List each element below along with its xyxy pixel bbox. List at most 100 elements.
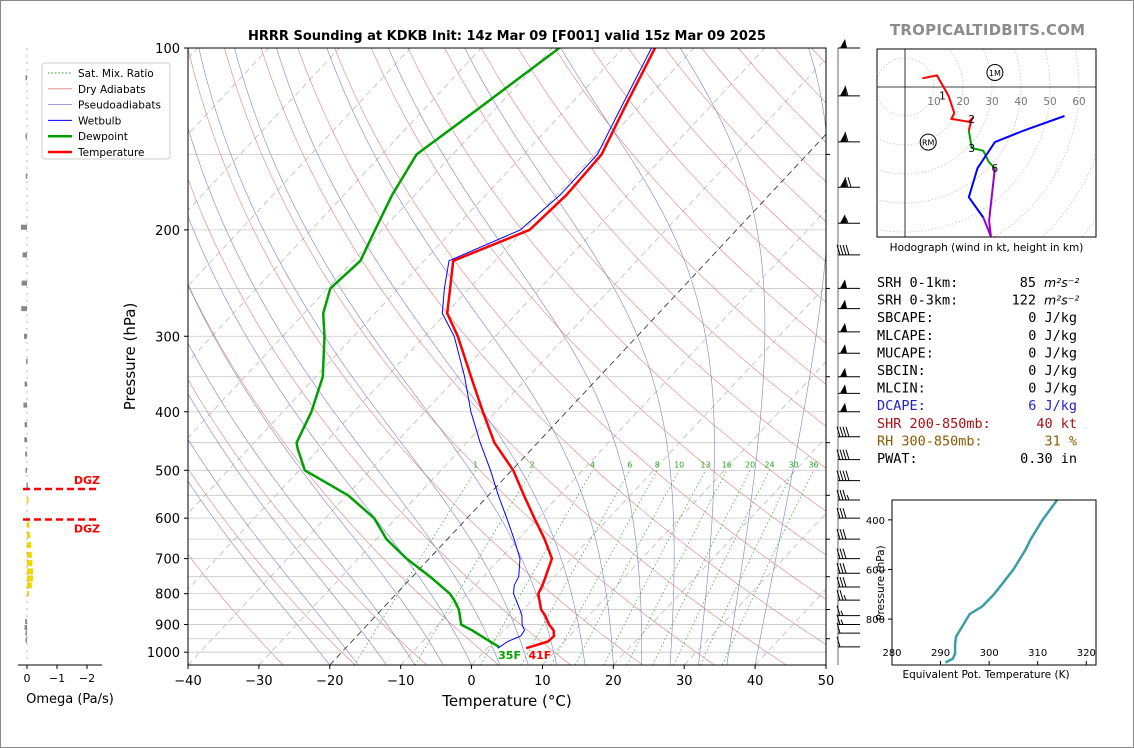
omega-bar [25, 467, 27, 473]
y-tick-label: 600 [155, 512, 180, 527]
barb-full [839, 426, 844, 437]
barb-full [842, 244, 847, 256]
mixing-ratio-label: 2 [529, 460, 534, 469]
hodo-trace [982, 168, 996, 237]
hodo-ring-label: 30 [985, 96, 998, 108]
x-tick-label: −30 [245, 674, 272, 689]
dry-adiabat-line [188, 553, 284, 665]
barb-full [845, 470, 850, 481]
hodo-height-label: 9 [997, 256, 1004, 268]
isotherm-line [683, 512, 826, 665]
omega-bar [25, 75, 27, 81]
mixing-ratio-label: 10 [674, 460, 684, 469]
omega-bar [25, 630, 27, 636]
wind-barb [836, 636, 860, 648]
legend-label: Sat. Mix. Ratio [78, 68, 154, 80]
x-tick-label: −20 [316, 674, 343, 689]
barb-full [836, 623, 841, 634]
omega-bar [27, 590, 29, 597]
hodo-height-label: 6 [992, 163, 999, 175]
mixing-ratio-line [414, 470, 533, 665]
barb-full [839, 589, 844, 601]
barb-full [842, 470, 847, 481]
stat-unit: m²s⁻² [1044, 275, 1079, 290]
dry-adiabat-line [370, 48, 826, 556]
pseudoadiabat-line [754, 48, 826, 665]
omega-bar [27, 532, 30, 539]
omega-bar [26, 483, 28, 489]
x-axis-label: Temperature (°C) [441, 692, 571, 710]
dry-adiabat-line [224, 48, 715, 665]
wind-barb [838, 384, 860, 394]
barb-full [836, 589, 841, 601]
wind-barb [836, 614, 860, 626]
barb-flag [840, 384, 847, 394]
dry-adiabat-line [444, 48, 826, 469]
barb-full [836, 244, 841, 256]
omega-bar [25, 451, 27, 457]
omega-bar [27, 582, 32, 589]
stat-value: 122 [1012, 293, 1036, 309]
theta-x-tick-label: 310 [1028, 648, 1047, 659]
mixing-ratio-label: 36 [808, 460, 818, 469]
isotherm-line [188, 48, 340, 211]
hodo-trace [967, 130, 996, 169]
y-tick-label: 900 [155, 619, 180, 634]
pseudoadiabat-line [464, 48, 675, 665]
y-tick-label: 1000 [147, 646, 180, 661]
isotherm-line [542, 361, 826, 665]
barb-full [839, 449, 844, 460]
dry-adiabat-line [774, 48, 826, 104]
y-tick-label: 200 [155, 224, 180, 239]
stat-label: DCAPE: [877, 398, 926, 414]
x-tick-label: 30 [676, 674, 693, 689]
omega-bar [22, 252, 27, 258]
wind-barb [836, 426, 860, 438]
dry-adiabat-line [517, 48, 826, 385]
mixing-ratio-label: 16 [722, 460, 732, 469]
barb-full [839, 508, 844, 519]
dry-adiabat-line [481, 48, 826, 427]
hodo-height-label: 3 [968, 143, 975, 155]
wind-barb [838, 214, 860, 224]
stat-value: 0 J/kg [1028, 328, 1077, 344]
theta-y-axis-label: Pressure (hPa) [875, 545, 887, 620]
mixing-ratio-label: 6 [627, 460, 632, 469]
theta-e-frame [891, 499, 1097, 666]
hodo-caption: Hodograph (wind in kt, height in km) [890, 242, 1084, 254]
wind-barbs [836, 39, 860, 665]
omega-tick-label: −1 [49, 672, 65, 685]
hodograph-panel: 10 20 30 40 50 60 1 2 3 6 9 1M RM Hodograph (wind in … [876, 48, 1097, 268]
stat-label: PWAT: [877, 451, 918, 467]
pseudoadiabat-line [188, 284, 444, 665]
barb-flag [840, 367, 847, 377]
hodo-frame [876, 48, 1097, 238]
isotherm-line [613, 436, 826, 665]
x-tick-label: −10 [387, 674, 414, 689]
pseudoadiabat-line [388, 48, 643, 665]
y-tick-label: 100 [155, 42, 180, 57]
hodo-rm-marker [919, 133, 937, 151]
hodo-ring-label: 20 [956, 96, 969, 108]
pseudoadiabat-line [188, 215, 472, 665]
theta-x-axis-label: Equivalent Pot. Temperature (K) [902, 669, 1069, 681]
omega-bar [24, 422, 27, 428]
barb-half [843, 594, 847, 601]
wind-barb [838, 39, 860, 49]
x-tick-label: 10 [534, 674, 551, 689]
barb-flag [840, 39, 847, 48]
wind-barb [836, 589, 860, 601]
skewt-panel: 1 2 4 6 8 10 13 16 20 24 30 36100200300400500600700… [41, 29, 860, 710]
surface-dewpoint-label: 35F [498, 649, 521, 662]
barb-full [842, 508, 847, 519]
wind-barb [836, 548, 860, 560]
mixing-ratio-line [574, 470, 680, 665]
wind-barb [838, 402, 860, 413]
mixing-ratio-label: 1 [473, 460, 478, 469]
theta-x-tick-label: 300 [980, 648, 999, 659]
omega-bar [25, 173, 28, 179]
stat-value: 0 J/kg [1028, 345, 1077, 361]
theta-x-tick-label: 320 [1077, 648, 1096, 659]
pseudoadiabat-line [276, 48, 586, 665]
